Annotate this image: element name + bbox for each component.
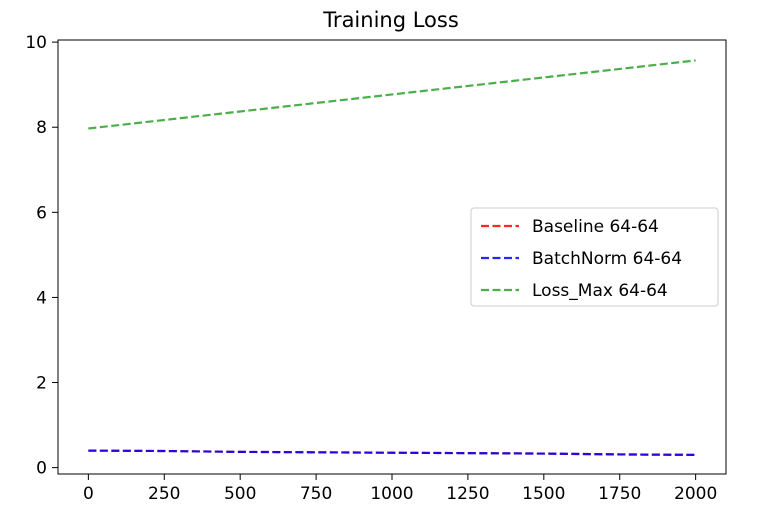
x-tick-label: 1250: [446, 484, 489, 504]
series-line-3: [88, 59, 696, 130]
x-tick-label: 500: [224, 484, 256, 504]
y-tick-label: 8: [36, 118, 47, 138]
y-tick-label: 10: [25, 33, 47, 53]
chart-title: Training Loss: [322, 8, 459, 32]
y-tick-label: 0: [36, 459, 47, 479]
legend-box: [470, 207, 719, 307]
x-tick-label: 250: [148, 484, 180, 504]
x-tick-label: 0: [83, 484, 94, 504]
x-tick-label: 750: [300, 484, 332, 504]
x-tick-label: 1000: [370, 484, 413, 504]
y-tick-label: 6: [36, 203, 47, 223]
series-line-2: [88, 449, 696, 456]
legend-label-3: Loss_Max 64-64: [532, 281, 668, 301]
legend-label-2: BatchNorm 64-64: [532, 249, 682, 269]
x-tick-label: 1500: [522, 484, 565, 504]
y-tick-label: 4: [36, 288, 47, 308]
legend-label-1: Baseline 64-64: [532, 217, 659, 237]
y-tick-label: 2: [36, 374, 47, 394]
x-tick-label: 2000: [674, 484, 717, 504]
x-tick-label: 1750: [598, 484, 641, 504]
